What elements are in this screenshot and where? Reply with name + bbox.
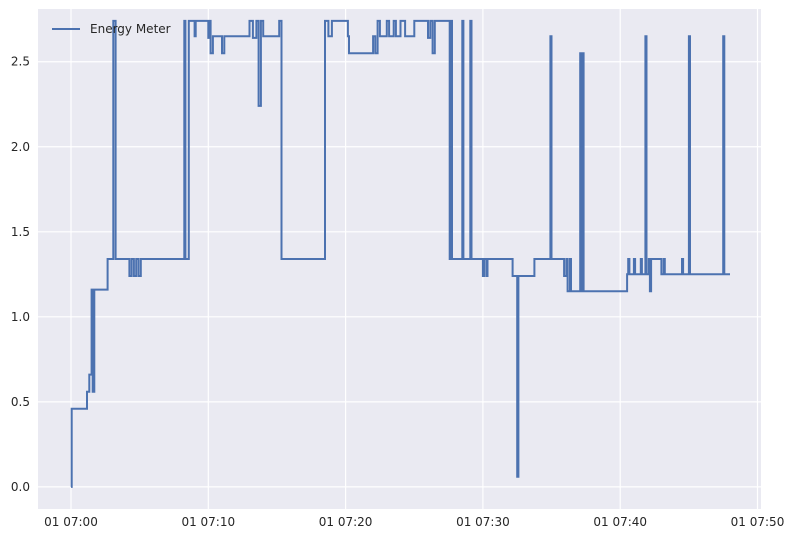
x-tick-label: 01 07:20 — [319, 515, 373, 529]
x-tick-label: 01 07:40 — [593, 515, 647, 529]
y-tick-label: 1.0 — [11, 310, 30, 324]
x-tick-label: 01 07:10 — [181, 515, 235, 529]
series-layer — [70, 19, 730, 488]
y-tick-label: 0.5 — [11, 395, 30, 409]
y-tick-label: 0.0 — [11, 480, 30, 494]
legend-label: Energy Meter — [90, 22, 171, 36]
series-line-energy-meter — [70, 19, 730, 488]
x-tick-label: 01 07:30 — [456, 515, 510, 529]
y-tick-label: 2.5 — [11, 55, 30, 69]
grid-lines — [38, 9, 761, 509]
y-axis-ticks: 0.0 0.5 1.0 1.5 2.0 2.5 — [11, 55, 30, 494]
x-tick-label: 01 07:50 — [731, 515, 785, 529]
y-tick-label: 1.5 — [11, 225, 30, 239]
y-tick-label: 2.0 — [11, 140, 30, 154]
x-tick-label: 01 07:00 — [44, 515, 98, 529]
x-axis-ticks: 01 07:00 01 07:10 01 07:20 01 07:30 01 07:40… — [44, 515, 784, 529]
legend: Energy Meter — [52, 22, 171, 36]
